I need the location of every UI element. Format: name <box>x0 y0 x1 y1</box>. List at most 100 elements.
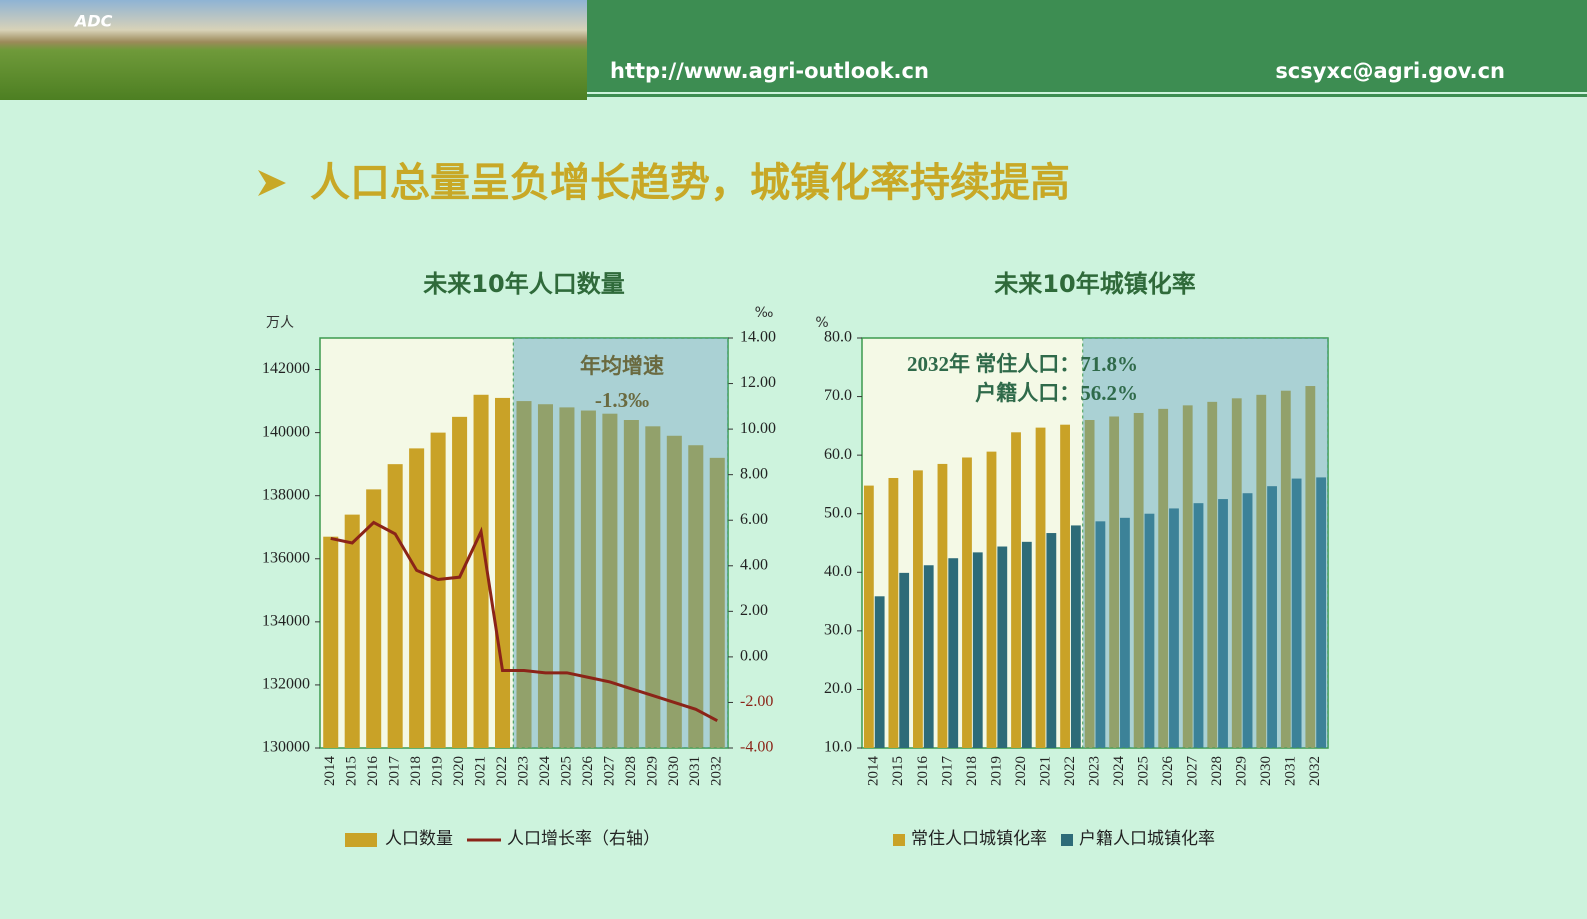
y2-tick-label: -2.00 <box>740 693 773 710</box>
bar <box>1158 408 1169 748</box>
x-tick-label: 2017 <box>939 756 955 787</box>
y-tick-label: 40.0 <box>824 563 852 580</box>
x-tick-label: 2023 <box>515 756 531 786</box>
bar <box>344 514 360 748</box>
x-tick-label: 2029 <box>644 756 660 786</box>
y-tick-label: 130000 <box>262 739 310 756</box>
bar <box>1305 386 1316 748</box>
bar <box>1280 390 1291 748</box>
header-url[interactable]: http://www.agri-outlook.cn <box>610 59 929 83</box>
annotation: -1.3‰ <box>595 388 649 412</box>
x-tick-label: 2019 <box>430 756 446 786</box>
x-tick-label: 2031 <box>687 756 703 786</box>
annotation: 2032年 常住人口：71.8% <box>907 352 1138 376</box>
bar <box>1291 478 1302 748</box>
bar <box>1256 394 1267 748</box>
x-tick-label: 2015 <box>890 756 906 786</box>
y2-tick-label: 14.00 <box>740 329 776 346</box>
line <box>330 520 718 722</box>
bar <box>709 457 725 748</box>
y2-axis-unit: ‰ <box>755 305 774 321</box>
bar <box>452 416 468 748</box>
header-band <box>587 0 1587 92</box>
bar <box>537 404 553 748</box>
x-tick-label: 2031 <box>1283 756 1299 786</box>
x-tick-label: 2025 <box>558 756 574 786</box>
bar <box>1095 521 1106 748</box>
y-tick-label: 20.0 <box>824 680 852 697</box>
x-tick-label: 2028 <box>623 756 639 786</box>
x-tick-label: 2018 <box>408 756 424 786</box>
header-image <box>0 0 587 100</box>
bar <box>1109 416 1120 748</box>
bar <box>323 536 339 748</box>
bar <box>1011 432 1021 748</box>
y-tick-label: 140000 <box>262 423 310 440</box>
bar <box>1120 517 1130 748</box>
bar <box>1231 398 1242 748</box>
bar <box>948 558 959 748</box>
bar <box>1316 477 1327 748</box>
x-tick-label: 2014 <box>322 756 338 787</box>
bar <box>923 565 934 748</box>
x-tick-label: 2016 <box>915 756 931 787</box>
x-tick-label: 2029 <box>1234 756 1250 786</box>
y-tick-label: 142000 <box>262 360 310 377</box>
x-tick-label: 2014 <box>866 756 882 787</box>
y2-tick-label: 8.00 <box>740 465 768 482</box>
header-email[interactable]: scsyxc@agri.gov.cn <box>1275 59 1505 83</box>
x-tick-label: 2025 <box>1135 756 1151 786</box>
y-tick-label: 132000 <box>262 676 310 693</box>
bar <box>1021 541 1032 748</box>
x-tick-label: 2023 <box>1086 756 1102 786</box>
logo: ADC <box>73 12 113 31</box>
x-tick-label: 2022 <box>1062 756 1078 786</box>
bar <box>1084 420 1095 748</box>
legend-label: 常住人口城镇化率 <box>911 829 1047 848</box>
title-bullet <box>258 170 286 196</box>
bar <box>1218 499 1228 748</box>
x-tick-label: 2021 <box>472 756 488 786</box>
legend-label: 户籍人口城镇化率 <box>1079 829 1215 848</box>
y-tick-label: 60.0 <box>824 446 852 463</box>
x-tick-label: 2021 <box>1037 756 1053 786</box>
bar <box>1035 427 1046 748</box>
x-tick-label: 2017 <box>387 756 403 787</box>
bar <box>1169 508 1179 748</box>
x-tick-label: 2020 <box>1013 756 1029 786</box>
annotation: 户籍人口：56.2% <box>975 381 1138 405</box>
bar <box>559 407 575 748</box>
chart-title: 未来10年人口数量 <box>423 270 624 298</box>
header-rule <box>587 94 1587 97</box>
x-tick-label: 2032 <box>1307 756 1323 786</box>
y2-tick-label: 4.00 <box>740 556 768 573</box>
bar <box>1242 493 1253 748</box>
x-tick-label: 2024 <box>537 756 553 787</box>
y-tick-label: 50.0 <box>824 504 852 521</box>
x-tick-label: 2027 <box>601 756 617 787</box>
x-tick-label: 2028 <box>1209 756 1225 786</box>
x-tick-label: 2026 <box>580 756 596 787</box>
bar <box>913 470 923 748</box>
y2-tick-label: 10.00 <box>740 420 776 437</box>
y-tick-label: 70.0 <box>824 387 852 404</box>
x-tick-label: 2026 <box>1160 756 1176 787</box>
y2-tick-label: -4.00 <box>740 739 773 756</box>
forecast-shade <box>1082 337 1329 749</box>
bar <box>874 596 885 748</box>
bar <box>387 464 403 748</box>
y-tick-label: 10.0 <box>824 739 852 756</box>
y2-tick-label: 0.00 <box>740 648 768 665</box>
x-tick-label: 2030 <box>1258 756 1274 786</box>
x-tick-label: 2032 <box>709 756 725 786</box>
y2-tick-label: 2.00 <box>740 602 768 619</box>
bar <box>580 410 596 748</box>
bar <box>986 451 997 748</box>
bar <box>430 432 446 748</box>
bar <box>1207 401 1218 748</box>
bar <box>972 552 983 748</box>
y-axis-unit: % <box>815 315 828 331</box>
forecast-shade <box>512 337 729 749</box>
y-tick-label: 134000 <box>262 613 310 630</box>
